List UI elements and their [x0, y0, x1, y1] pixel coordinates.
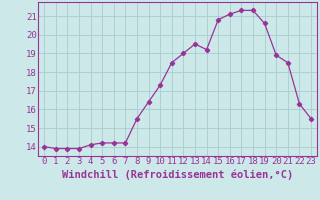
- X-axis label: Windchill (Refroidissement éolien,°C): Windchill (Refroidissement éolien,°C): [62, 169, 293, 180]
